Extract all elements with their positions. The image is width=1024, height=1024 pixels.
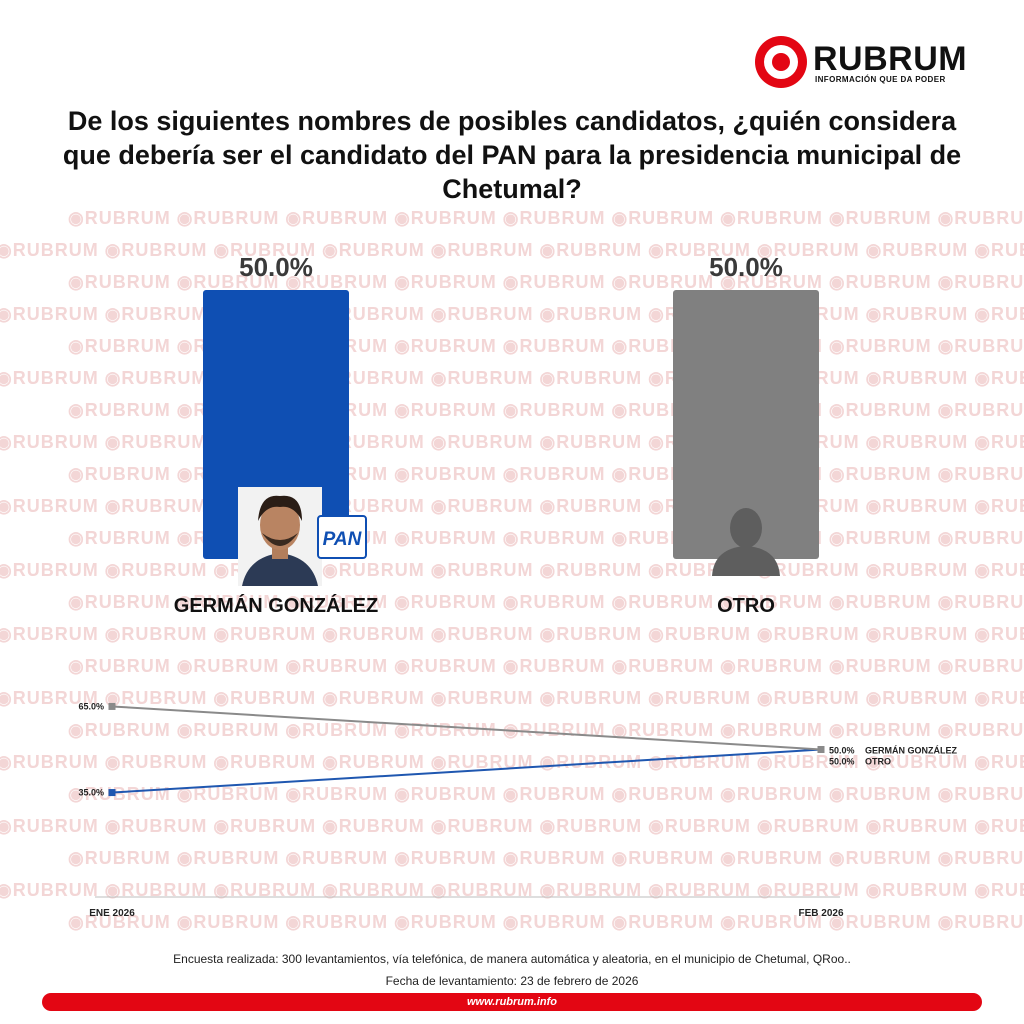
- bar-value-label: 50.0%: [239, 252, 313, 282]
- watermark-row: ◉RUBRUM ◉RUBRUM ◉RUBRUM ◉RUBRUM ◉RUBRUM …: [68, 208, 1024, 228]
- data-label-start: 65.0%: [78, 701, 104, 711]
- logo-wordmark: RUBRUM: [813, 40, 968, 78]
- series-line-2: [111, 705, 822, 751]
- watermark-row: ◉RUBRUM ◉RUBRUM ◉RUBRUM ◉RUBRUM ◉RUBRUM …: [0, 240, 1024, 260]
- watermark-row: ◉RUBRUM ◉RUBRUM ◉RUBRUM ◉RUBRUM ◉RUBRUM …: [0, 816, 1024, 836]
- data-label-end: 50.0%: [829, 757, 855, 767]
- data-label-end: 50.0%: [829, 746, 855, 756]
- watermark-row: ◉RUBRUM ◉RUBRUM ◉RUBRUM ◉RUBRUM ◉RUBRUM …: [0, 688, 1024, 708]
- bar-category-label: OTRO: [717, 595, 775, 617]
- candidate-hair: [258, 495, 302, 521]
- watermark-row: ◉RUBRUM ◉RUBRUM ◉RUBRUM ◉RUBRUM ◉RUBRUM …: [68, 912, 1024, 932]
- candidate-face: [260, 500, 300, 550]
- logo-target-dot: [772, 53, 790, 71]
- candidate-beard: [262, 533, 298, 546]
- series-name-label: GERMÁN GONZÁLEZ: [865, 746, 957, 756]
- watermark-row: ◉RUBRUM ◉RUBRUM ◉RUBRUM ◉RUBRUM ◉RUBRUM …: [0, 752, 1024, 772]
- watermark-row: ◉RUBRUM ◉RUBRUM ◉RUBRUM ◉RUBRUM ◉RUBRUM …: [0, 624, 1024, 644]
- bar-category-label: GERMÁN GONZÁLEZ: [174, 594, 378, 617]
- watermark-row: ◉RUBRUM ◉RUBRUM ◉RUBRUM ◉RUBRUM ◉RUBRUM …: [68, 592, 1024, 612]
- x-tick-label: ENE 2026: [89, 908, 135, 919]
- silhouette-icon: [730, 508, 762, 548]
- bar-2: [673, 290, 819, 559]
- watermark-row: ◉RUBRUM ◉RUBRUM ◉RUBRUM ◉RUBRUM ◉RUBRUM …: [68, 848, 1024, 868]
- data-label-start: 35.0%: [78, 788, 104, 798]
- x-tick-label: FEB 2026: [798, 908, 843, 919]
- watermark-row: ◉RUBRUM ◉RUBRUM ◉RUBRUM ◉RUBRUM ◉RUBRUM …: [68, 784, 1024, 804]
- bar-value-label: 50.0%: [709, 252, 783, 282]
- silhouette-shoulders: [712, 546, 780, 576]
- watermark-row: ◉RUBRUM ◉RUBRUM ◉RUBRUM ◉RUBRUM ◉RUBRUM …: [68, 272, 1024, 292]
- series-name-label: OTRO: [865, 757, 891, 767]
- candidate-suit: [242, 553, 318, 586]
- methodology-note: Encuesta realizada: 300 levantamientos, …: [173, 952, 851, 966]
- data-point: [108, 702, 116, 710]
- watermark-row: ◉RUBRUM ◉RUBRUM ◉RUBRUM ◉RUBRUM ◉RUBRUM …: [0, 880, 1024, 900]
- logo-tagline: INFORMACIÓN QUE DA PODER: [815, 75, 946, 84]
- survey-question: De los siguientes nombres de posibles ca…: [62, 106, 962, 204]
- series-line-1: [111, 748, 822, 794]
- pan-logo-text: PAN: [323, 529, 363, 550]
- watermark-row: ◉RUBRUM ◉RUBRUM ◉RUBRUM ◉RUBRUM ◉RUBRUM …: [68, 720, 1024, 740]
- survey-date: Fecha de levantamiento: 23 de febrero de…: [385, 974, 639, 988]
- data-point: [817, 746, 825, 753]
- watermark-row: ◉RUBRUM ◉RUBRUM ◉RUBRUM ◉RUBRUM ◉RUBRUM …: [68, 656, 1024, 676]
- pan-logo-icon: [317, 515, 367, 559]
- data-point: [108, 789, 116, 797]
- footer-url-link[interactable]: www.rubrum.info: [466, 996, 558, 1008]
- footer-bar: [42, 993, 982, 1011]
- rubrum-logo: RUBRUM INFORMACIÓN QUE DA PODER: [755, 36, 977, 90]
